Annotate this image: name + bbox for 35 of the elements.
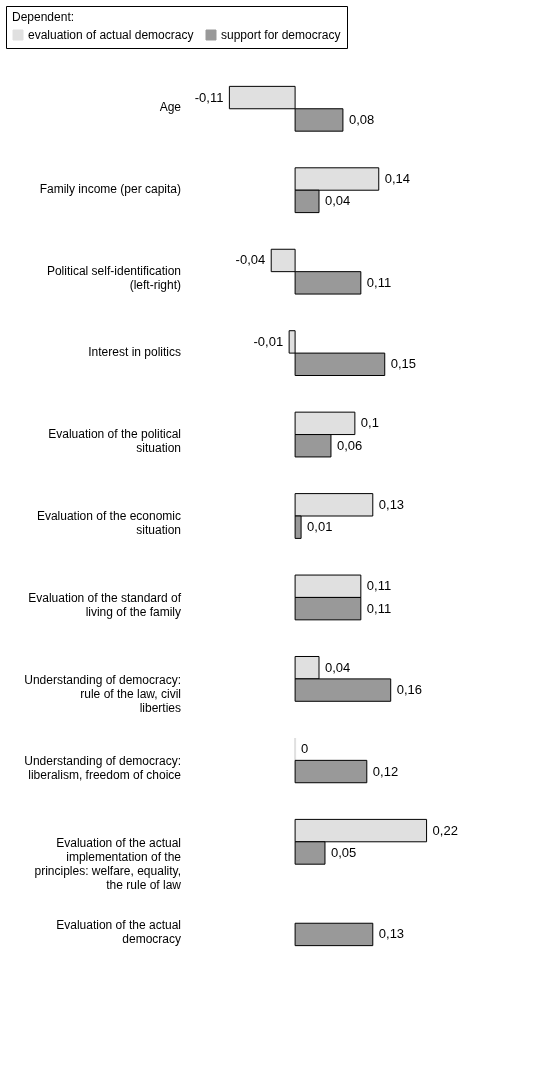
data-label: -0,11 [194,89,224,105]
y-tick-label: Political self-identification (left-right) [46,263,181,292]
data-label: 0,12 [372,763,399,779]
data-label: 0,13 [378,926,405,942]
data-label: 0,01 [307,519,333,535]
data-label: 0,11 [366,274,392,290]
data-label: 0,06 [336,437,363,453]
y-tick-label: Age [159,99,182,114]
data-label: 0,14 [384,171,411,187]
data-label: 0,11 [366,600,392,616]
y-tick-label: Evaluation of the actual democracy [56,918,181,947]
data-label: 0,22 [432,822,458,838]
legend-label: support for democracy [221,28,341,42]
y-tick-label: Interest in politics [88,345,181,360]
y-tick-label: Evaluation of the standard of living of the family [28,590,182,619]
data-label: 0,05 [330,844,357,860]
legend-label: evaluation of actual democracy [28,28,194,42]
data-label: 0,04 [325,659,351,675]
data-label: 0,16 [396,682,423,698]
data-label: 0,1 [360,415,379,431]
data-label: 0 [301,741,309,757]
y-tick-label: Evaluation of the political situation [48,427,181,456]
data-label: 0,08 [348,111,375,127]
data-label: 0,04 [325,193,351,209]
y-tick-label: Family income (per capita) [39,181,181,196]
data-label: -0,01 [253,333,284,349]
y-tick-label: Evaluation of the economic situation [36,509,181,537]
data-label: 0,11 [366,578,392,594]
y-tick-label: Understanding of democracy: rule of the law, civil liberties [24,672,181,715]
y-tick-label: Evaluation of the actual implementation of the principles: welfare, equality, the rule of law [34,836,182,893]
y-tick-label: Understanding of democracy: liberalism, freedom of choice [24,754,182,783]
data-label: -0,04 [235,252,266,268]
data-label: 0,15 [390,356,417,372]
data-label: 0,13 [378,496,405,512]
legend-title: Dependent: [12,10,75,24]
